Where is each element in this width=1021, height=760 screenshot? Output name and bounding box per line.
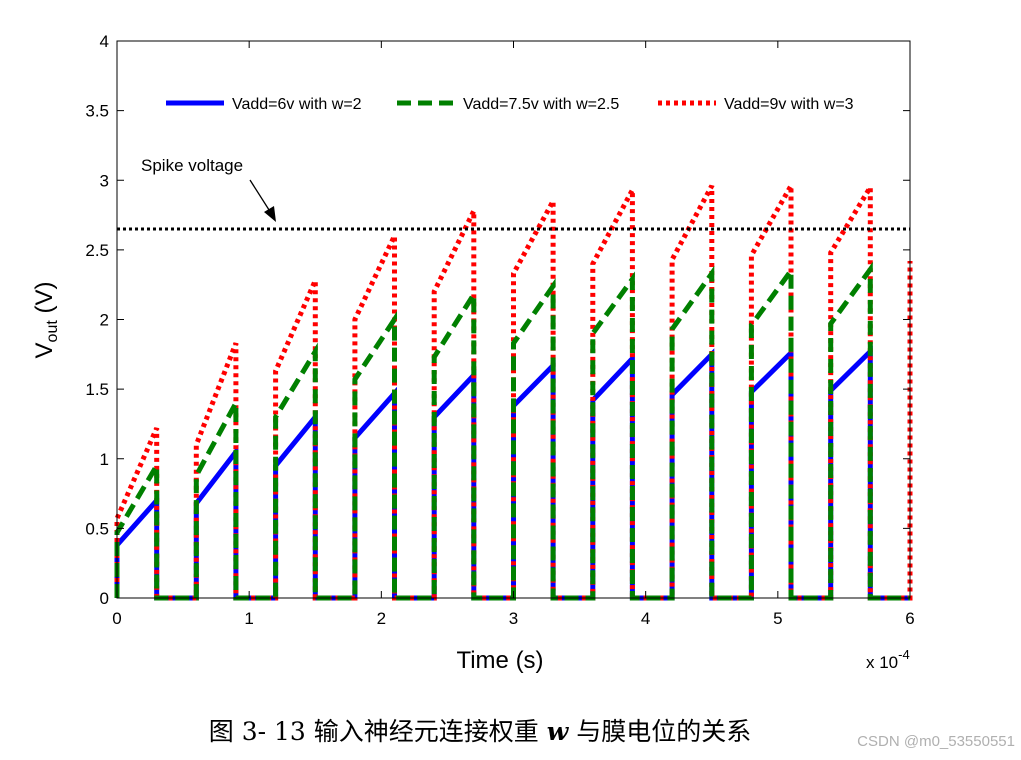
y-tick-label-2.5: 2.5 <box>85 241 109 260</box>
y-axis-label: Vout (V) <box>31 282 61 359</box>
x-tick-label-1: 1 <box>244 609 253 628</box>
x-tick-label-6: 6 <box>905 609 914 628</box>
y-tick-label-4: 4 <box>100 32 109 51</box>
y-tick-label-0.5: 0.5 <box>85 519 109 538</box>
legend-label-1: Vadd=6v with w=2 <box>232 96 362 113</box>
x-tick-label-0: 0 <box>112 609 121 628</box>
x-tick-label-2: 2 <box>377 609 386 628</box>
x-tick-label-4: 4 <box>641 609 650 628</box>
x-multiplier-exponent: -4 <box>898 647 910 662</box>
y-tick-label-1: 1 <box>100 450 109 469</box>
legend-label-3: Vadd=9v with w=3 <box>724 96 854 113</box>
legend-label-2: Vadd=7.5v with w=2.5 <box>463 96 619 113</box>
y-tick-label-3.5: 3.5 <box>85 102 109 121</box>
y-axis-label-sub: out <box>44 320 61 343</box>
figure-caption: 图 3- 13 输入神经元连接权重 w 与膜电位的关系 <box>0 712 960 748</box>
watermark: CSDN @m0_53550551 <box>857 733 1015 750</box>
x-axis-label: Time (s) <box>456 647 543 674</box>
spike-voltage-label: Spike voltage <box>141 156 243 175</box>
legend: Vadd=6v with w=2 Vadd=7.5v with w=2.5 Vadd… <box>166 96 854 113</box>
x-multiplier-base: x 10 <box>866 653 898 672</box>
x-multiplier: x 10-4 <box>866 647 910 672</box>
spike-arrowhead <box>264 206 276 222</box>
spike-arrow <box>249 179 272 214</box>
axes: 0 1 2 3 4 5 6 0 0.5 1 1.5 2 2.5 3 3.5 4 <box>85 32 914 628</box>
y-tick-label-0: 0 <box>100 589 109 608</box>
y-tick-label-3: 3 <box>100 171 109 190</box>
x-tick-label-5: 5 <box>773 609 782 628</box>
series-line-3 <box>114 176 913 601</box>
spike-annotation: Spike voltage <box>117 156 910 231</box>
caption-prefix: 图 3- 13 输入神经元连接权重 <box>208 717 547 746</box>
y-axis-label-unit: (V) <box>31 282 58 321</box>
y-tick-label-1.5: 1.5 <box>85 380 109 399</box>
x-tick-label-3: 3 <box>509 609 518 628</box>
y-axis-label-main: V <box>31 342 58 358</box>
caption-suffix: 与膜电位的关系 <box>568 717 752 746</box>
y-tick-label-2: 2 <box>100 311 109 330</box>
caption-symbol: w <box>546 717 569 746</box>
